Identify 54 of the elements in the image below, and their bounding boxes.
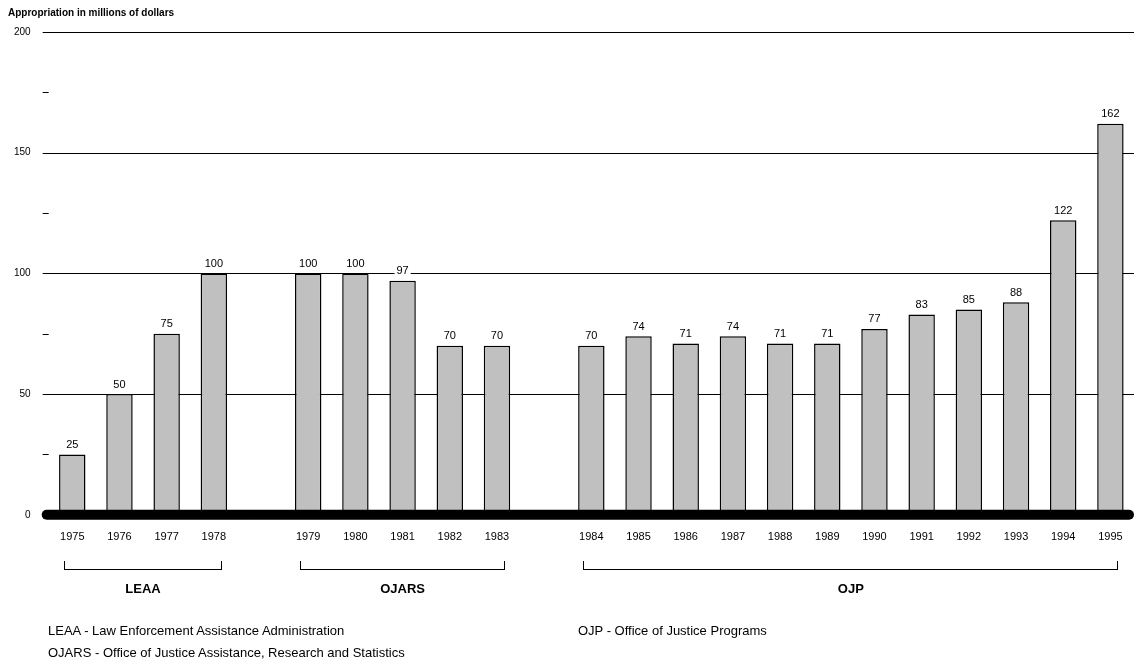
data-label: 70 (585, 329, 598, 342)
data-label: 70 (490, 329, 504, 342)
y-tick-label: 200 (14, 25, 32, 37)
x-tick-label: 1981 (390, 530, 415, 543)
data-label: 85 (962, 293, 975, 306)
x-tick-label: 1975 (60, 530, 85, 543)
y-tick-label: 50 (19, 387, 32, 399)
x-tick-label: 1979 (295, 530, 321, 543)
data-label: 100 (346, 256, 365, 269)
data-label: 122 (1054, 203, 1073, 216)
x-tick-label: 1977 (154, 530, 179, 543)
data-label: 83 (915, 297, 928, 310)
data-label: 75 (160, 317, 173, 330)
data-label: 71 (773, 326, 787, 339)
x-tick-label: 1985 (626, 530, 651, 543)
data-label: 100 (204, 256, 224, 269)
x-tick-label: 1994 (1050, 530, 1076, 543)
x-tick-label: 1990 (862, 530, 887, 543)
x-tick-label: 1995 (1098, 530, 1123, 543)
data-label: 71 (821, 326, 834, 339)
x-tick-label: 1980 (343, 530, 368, 543)
x-tick-label: 1976 (107, 530, 132, 543)
x-tick-label: 1992 (956, 530, 982, 543)
data-label: 74 (632, 319, 645, 332)
data-label: 97 (396, 264, 409, 277)
text: LEAA (125, 581, 161, 597)
x-tick-label: 1987 (720, 530, 746, 543)
text: OJARS (380, 581, 425, 597)
data-label: 100 (299, 256, 318, 269)
data-label: 50 (113, 377, 126, 390)
data-label: 88 (1009, 285, 1023, 298)
data-label: 71 (679, 326, 692, 339)
y-tick-label: 150 (14, 146, 32, 158)
y-tick-label: 0 (25, 508, 32, 520)
x-tick-label: 1986 (673, 530, 698, 543)
y-axis-title: Appropriation in millions of dollars (8, 6, 175, 18)
x-tick-label: 1988 (767, 530, 793, 543)
x-tick-label: 1984 (579, 530, 604, 543)
data-label: 70 (443, 329, 456, 342)
data-label: 162 (1101, 107, 1120, 120)
x-tick-label: 1989 (815, 530, 840, 543)
y-tick-label: 100 (14, 267, 32, 279)
x-tick-label: 1991 (909, 530, 934, 543)
data-label: 74 (726, 319, 740, 332)
x-tick-label: 1993 (1003, 530, 1029, 543)
text: OJP - Office of Justice Programs (578, 623, 767, 639)
text: OJARS - Office of Justice Assistance, Research and Statistics (48, 645, 405, 661)
text: OJP (837, 581, 864, 597)
data-label: 25 (66, 437, 79, 450)
x-tick-label: 1982 (437, 530, 463, 543)
x-tick-label: 1978 (201, 530, 227, 543)
text: LEAA - Law Enforcement Assistance Administration (48, 623, 345, 639)
x-tick-label: 1983 (484, 530, 510, 543)
data-label: 77 (868, 312, 881, 325)
